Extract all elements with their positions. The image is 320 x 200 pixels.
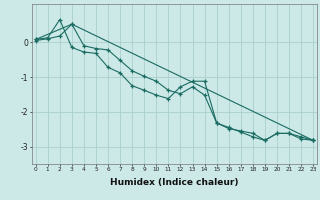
X-axis label: Humidex (Indice chaleur): Humidex (Indice chaleur) [110,178,239,187]
